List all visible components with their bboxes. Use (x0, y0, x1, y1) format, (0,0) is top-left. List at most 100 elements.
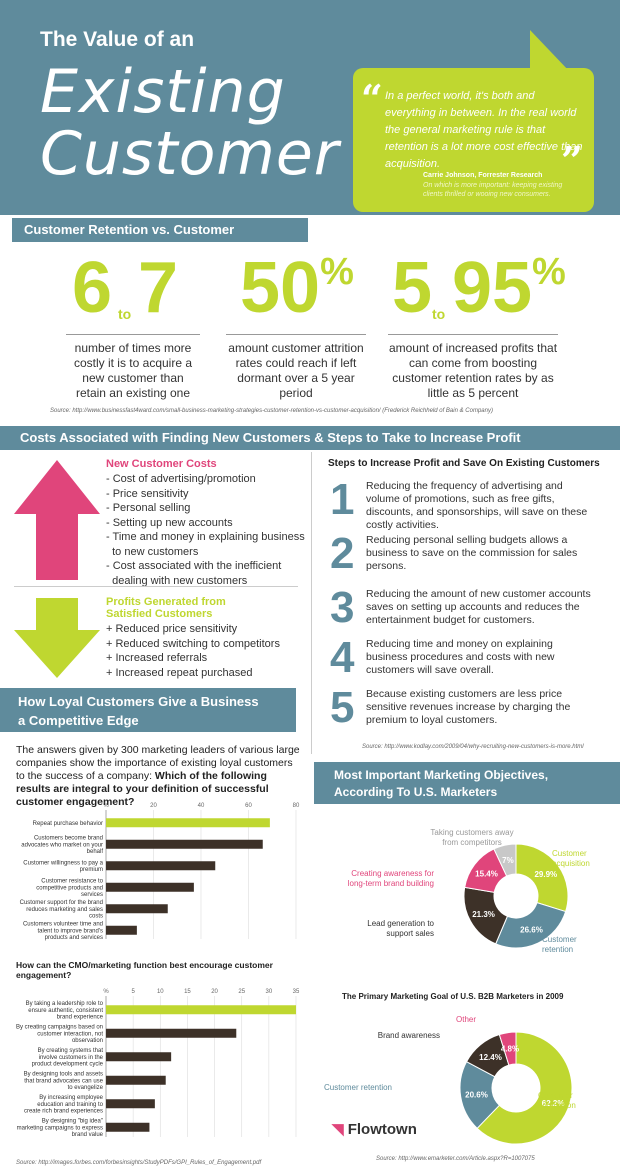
objectives-title-line-2: According To U.S. Marketers (334, 785, 498, 799)
chart2-title: How can the CMO/marketing function best … (16, 960, 273, 980)
slice-label: Customer acquisition (538, 1091, 576, 1110)
stat-2-a: 50 (240, 248, 321, 328)
pie-slice (515, 843, 569, 913)
slice-label: Taking customers away from competitors (430, 828, 513, 847)
loyal-intro-question: Which of the following results are integ… (16, 770, 269, 808)
slice-value-label: 20.6% (465, 1090, 488, 1099)
stat-3-b: 95 (452, 248, 533, 328)
x-tick-label: 5 (131, 989, 135, 995)
profits-heading-1: Profits Generated from (106, 596, 226, 608)
step-2-text: Reducing personal selling budgets allows… (366, 534, 578, 572)
cost-item: - Personal selling (106, 502, 191, 514)
profit-item: + Increased repeat purchased (106, 666, 253, 679)
section-title-loyal: How Loyal Customers Give a Business a Co… (0, 688, 296, 732)
flowtown-logo-text: Flowtown (347, 1121, 417, 1138)
bar (106, 839, 263, 849)
loyal-intro: The answers given by 300 marketing leade… (16, 744, 300, 809)
x-tick-label: 80 (293, 803, 300, 809)
pie2-title: The Primary Marketing Goal of U.S. B2B M… (342, 992, 564, 1001)
category-label: Repeat purchase behavior (33, 821, 103, 827)
cost-item: to new customers (106, 545, 199, 558)
bar (106, 1005, 296, 1015)
category-label: Customer support for the brand reduces ma… (20, 900, 103, 919)
slice-value-label: 62.2% (542, 1099, 565, 1108)
bar (106, 1099, 155, 1109)
slice-value-label: 26.6% (520, 926, 543, 935)
cost-item: - Cost associated with the inefficient (106, 560, 282, 572)
flowtown-logo-icon: ◥ (332, 1121, 344, 1138)
cost-item: - Cost of advertising/promotion (106, 473, 256, 485)
stat-3-desc: amount of increased profits that can com… (388, 334, 558, 401)
category-label: Customer willingness to pay a premium (23, 860, 103, 873)
loyal-title-line-1: How Loyal Customers Give a Business (18, 694, 259, 709)
x-tick-label: 35 (293, 989, 300, 995)
flowtown-logo: ◥ Flowtown (332, 1120, 417, 1138)
category-label: By creating systems that involve customer… (32, 1048, 104, 1067)
bar (106, 1052, 172, 1062)
slice-value-label: 12.4% (479, 1053, 502, 1062)
section-title-objectives: Most Important Marketing Objectives, Acc… (314, 762, 620, 804)
stat-2-desc: amount customer attrition rates could re… (226, 334, 366, 401)
step-1-text: Reducing the frequency of advertising an… (366, 480, 588, 531)
section-title-retention: Customer Retention vs. Customer Acquisit… (12, 218, 308, 261)
pie-slice (495, 901, 567, 949)
x-tick-label: 40 (198, 803, 205, 809)
step-5-text: Because existing customers are less pric… (366, 688, 571, 726)
x-tick-label: 60 (245, 803, 252, 809)
category-label: Customers become brand advocates who mark… (21, 836, 103, 855)
bar (106, 882, 194, 892)
category-label: Customers volunteer time and talent to im… (23, 922, 103, 941)
section1-source: Source: http://www.businessfast4ward.com… (50, 408, 493, 414)
cost-item: - Setting up new accounts (106, 516, 233, 529)
steps-source: Source: http://www.kodlay.com/2009/04/wh… (362, 744, 584, 750)
x-tick-label: 20 (150, 803, 157, 809)
quote-bubble: “ In a perfect world, it's both and ever… (353, 68, 594, 212)
objectives-title-line-1: Most Important Marketing Objectives, (334, 768, 549, 782)
steps-title: Steps to Increase Profit and Save On Exi… (328, 458, 600, 469)
donut-chart-b2b-goal: 62.2% 20.6% 12.4%4.8% Customer acquisition Cu… (324, 1015, 576, 1145)
stat-3-pct: % (532, 251, 566, 293)
step-3-text: Reducing the amount of new customer acco… (366, 588, 591, 626)
step-4-text: Reducing time and money on explaining bu… (366, 638, 555, 676)
category-label: By increasing employee education and trai… (24, 1095, 104, 1114)
stat-2: 50% (240, 252, 370, 324)
up-arrow-icon (14, 460, 100, 580)
step-4-number: 4 (330, 633, 355, 682)
title-small: The Value of an (40, 28, 195, 51)
profits-heading-2: Satisfied Customers (106, 608, 213, 620)
loyal-title-line-2: a Competitive Edge (18, 713, 139, 728)
slice-value-label: 4.8% (501, 1044, 519, 1053)
bar-chart-cmo-engagement: % 5 10 15 20 25 30 35 By taking a leadership rol… (16, 989, 300, 1138)
stat-1-desc: number of times more costly it is to acq… (66, 334, 200, 401)
slice-label: Other (456, 1015, 476, 1024)
divider (14, 586, 298, 587)
down-arrow-icon (14, 598, 100, 678)
stat-1-a: 6 (72, 248, 113, 328)
slice-value-label: 15.4% (475, 870, 498, 879)
x-tick-label: % (103, 803, 109, 809)
stat-3-a: 5 (392, 248, 433, 328)
category-label: Customer resistance to competitive produc… (36, 879, 103, 898)
stat-2-pct: % (320, 251, 354, 293)
step-2-number: 2 (330, 529, 355, 578)
donut-chart-objectives: 29.9% 26.6% 21.3% 15.4% 7% Customer acquisitio… (348, 828, 590, 954)
category-label: By designing "big idea" marketing campaig… (17, 1119, 104, 1138)
cost-item: dealing with new customers (106, 574, 248, 587)
slice-value-label: 21.3% (472, 910, 495, 919)
stat-3-to: to (432, 306, 446, 322)
close-quote-icon: ” (561, 138, 583, 183)
step-3-number: 3 (330, 583, 355, 632)
category-label: By designing tools and assets that brand … (24, 1072, 104, 1091)
profit-item: + Reduced price sensitivity (106, 623, 238, 635)
quote-author-sub: On which is more important: keeping exis… (423, 182, 563, 198)
category-label: By creating campaigns based on customer i… (16, 1025, 103, 1044)
profit-item: + Increased referrals (106, 652, 208, 664)
pie-slice (476, 1031, 573, 1145)
bar (106, 1075, 166, 1085)
section3-source: Source: http://images.forbes.com/forbesi… (16, 1160, 262, 1166)
x-tick-label: % (103, 989, 109, 995)
cost-item: - Time and money in explaining business (106, 531, 305, 543)
slice-label: Lead generation to support sales (367, 919, 434, 938)
x-tick-label: 15 (184, 989, 191, 995)
bar (106, 818, 270, 828)
